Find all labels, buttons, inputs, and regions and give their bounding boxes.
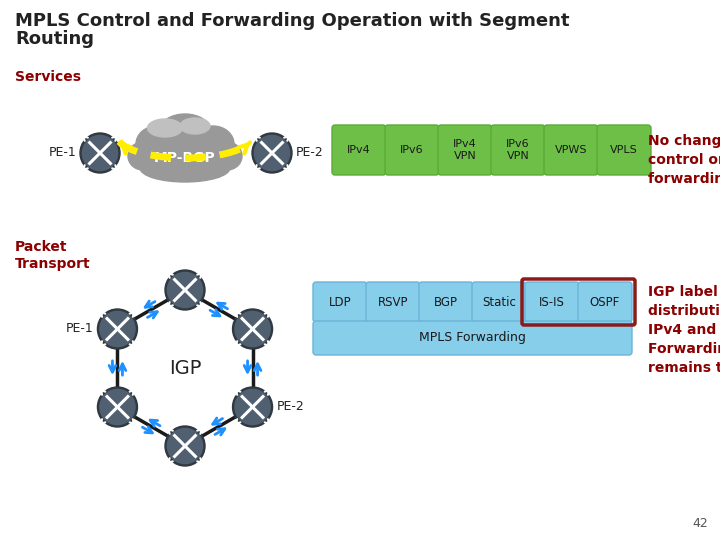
Text: OSPF: OSPF: [590, 295, 620, 308]
Text: Services: Services: [15, 70, 81, 84]
Text: PE-2: PE-2: [276, 401, 305, 414]
FancyBboxPatch shape: [438, 125, 492, 175]
FancyBboxPatch shape: [578, 282, 632, 322]
Circle shape: [82, 136, 117, 171]
Text: MPLS Forwarding: MPLS Forwarding: [419, 332, 526, 345]
FancyBboxPatch shape: [419, 282, 473, 322]
Circle shape: [254, 136, 289, 171]
Text: VPLS: VPLS: [610, 145, 638, 155]
Text: VPWS: VPWS: [554, 145, 588, 155]
Circle shape: [167, 428, 202, 464]
Circle shape: [235, 389, 270, 424]
Text: Static: Static: [482, 295, 516, 308]
Text: IGP label
distribution for
IPv4 and IPv6.
Forwarding plane
remains the same: IGP label distribution for IPv4 and IPv6…: [648, 285, 720, 375]
Ellipse shape: [128, 142, 158, 170]
Ellipse shape: [140, 154, 230, 182]
Circle shape: [97, 309, 138, 349]
Text: IPv4: IPv4: [347, 145, 371, 155]
Ellipse shape: [148, 119, 182, 137]
Text: 42: 42: [692, 517, 708, 530]
Text: PE-1: PE-1: [66, 322, 94, 335]
FancyBboxPatch shape: [332, 125, 386, 175]
FancyBboxPatch shape: [544, 125, 598, 175]
Text: No changes to
control or
forwarding plane: No changes to control or forwarding plan…: [648, 134, 720, 186]
Circle shape: [80, 133, 120, 173]
Ellipse shape: [150, 131, 220, 181]
Circle shape: [167, 272, 202, 308]
Circle shape: [233, 309, 273, 349]
FancyBboxPatch shape: [366, 282, 420, 322]
Circle shape: [100, 389, 135, 424]
Circle shape: [165, 426, 205, 466]
Circle shape: [252, 133, 292, 173]
Text: IGP: IGP: [168, 359, 201, 377]
Circle shape: [165, 270, 205, 310]
Circle shape: [100, 312, 135, 347]
Text: IS-IS: IS-IS: [539, 295, 565, 308]
FancyBboxPatch shape: [313, 321, 632, 355]
Text: MP-BGP: MP-BGP: [154, 151, 216, 165]
Ellipse shape: [180, 118, 210, 134]
Circle shape: [235, 312, 270, 347]
Text: IPv6: IPv6: [400, 145, 424, 155]
FancyBboxPatch shape: [597, 125, 651, 175]
Text: PE-1: PE-1: [48, 146, 76, 159]
Text: LDP: LDP: [329, 295, 351, 308]
Text: Packet
Transport: Packet Transport: [15, 240, 91, 271]
Text: IPv4
VPN: IPv4 VPN: [453, 139, 477, 161]
Text: MPLS Control and Forwarding Operation with Segment: MPLS Control and Forwarding Operation wi…: [15, 12, 570, 30]
Text: IPv6
VPN: IPv6 VPN: [506, 139, 530, 161]
FancyBboxPatch shape: [385, 125, 439, 175]
Text: PE-2: PE-2: [296, 146, 324, 159]
Text: RSVP: RSVP: [378, 295, 408, 308]
Ellipse shape: [212, 142, 242, 170]
Ellipse shape: [136, 126, 178, 162]
FancyBboxPatch shape: [525, 282, 579, 322]
Circle shape: [233, 387, 273, 427]
Text: Routing: Routing: [15, 30, 94, 48]
Circle shape: [97, 387, 138, 427]
FancyBboxPatch shape: [491, 125, 545, 175]
Ellipse shape: [160, 114, 210, 146]
Text: BGP: BGP: [434, 295, 458, 308]
Ellipse shape: [192, 126, 234, 162]
FancyBboxPatch shape: [313, 282, 367, 322]
FancyBboxPatch shape: [472, 282, 526, 322]
